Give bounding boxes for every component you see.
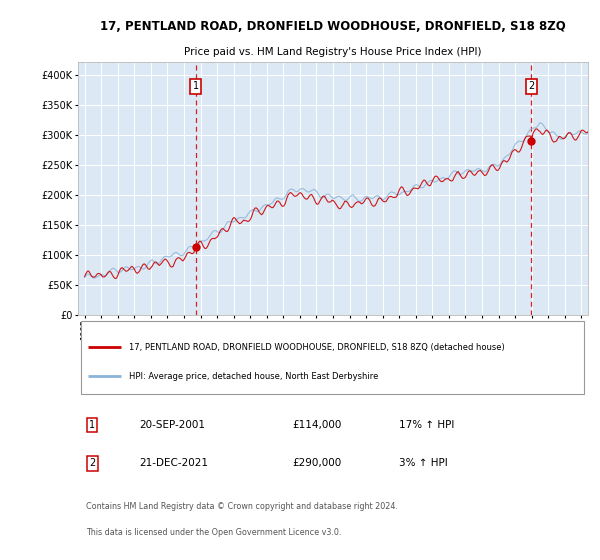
Text: 21-DEC-2021: 21-DEC-2021 bbox=[139, 459, 208, 469]
Text: 2: 2 bbox=[89, 459, 95, 469]
Text: Contains HM Land Registry data © Crown copyright and database right 2024.: Contains HM Land Registry data © Crown c… bbox=[86, 502, 398, 511]
Text: £114,000: £114,000 bbox=[292, 420, 341, 430]
Text: HPI: Average price, detached house, North East Derbyshire: HPI: Average price, detached house, Nort… bbox=[129, 372, 379, 381]
Text: Price paid vs. HM Land Registry's House Price Index (HPI): Price paid vs. HM Land Registry's House … bbox=[184, 48, 482, 58]
Text: £290,000: £290,000 bbox=[292, 459, 341, 469]
Text: 17, PENTLAND ROAD, DRONFIELD WOODHOUSE, DRONFIELD, S18 8ZQ (detached house): 17, PENTLAND ROAD, DRONFIELD WOODHOUSE, … bbox=[129, 343, 505, 352]
FancyBboxPatch shape bbox=[80, 321, 584, 394]
Text: 1: 1 bbox=[193, 82, 199, 91]
Text: 17% ↑ HPI: 17% ↑ HPI bbox=[400, 420, 455, 430]
Point bbox=[191, 242, 200, 251]
Text: 2: 2 bbox=[528, 82, 535, 91]
Text: 3% ↑ HPI: 3% ↑ HPI bbox=[400, 459, 448, 469]
Text: 17, PENTLAND ROAD, DRONFIELD WOODHOUSE, DRONFIELD, S18 8ZQ: 17, PENTLAND ROAD, DRONFIELD WOODHOUSE, … bbox=[100, 20, 566, 34]
Text: 1: 1 bbox=[89, 420, 95, 430]
Text: 20-SEP-2001: 20-SEP-2001 bbox=[139, 420, 205, 430]
Text: This data is licensed under the Open Government Licence v3.0.: This data is licensed under the Open Gov… bbox=[86, 529, 341, 538]
Point bbox=[526, 136, 536, 145]
